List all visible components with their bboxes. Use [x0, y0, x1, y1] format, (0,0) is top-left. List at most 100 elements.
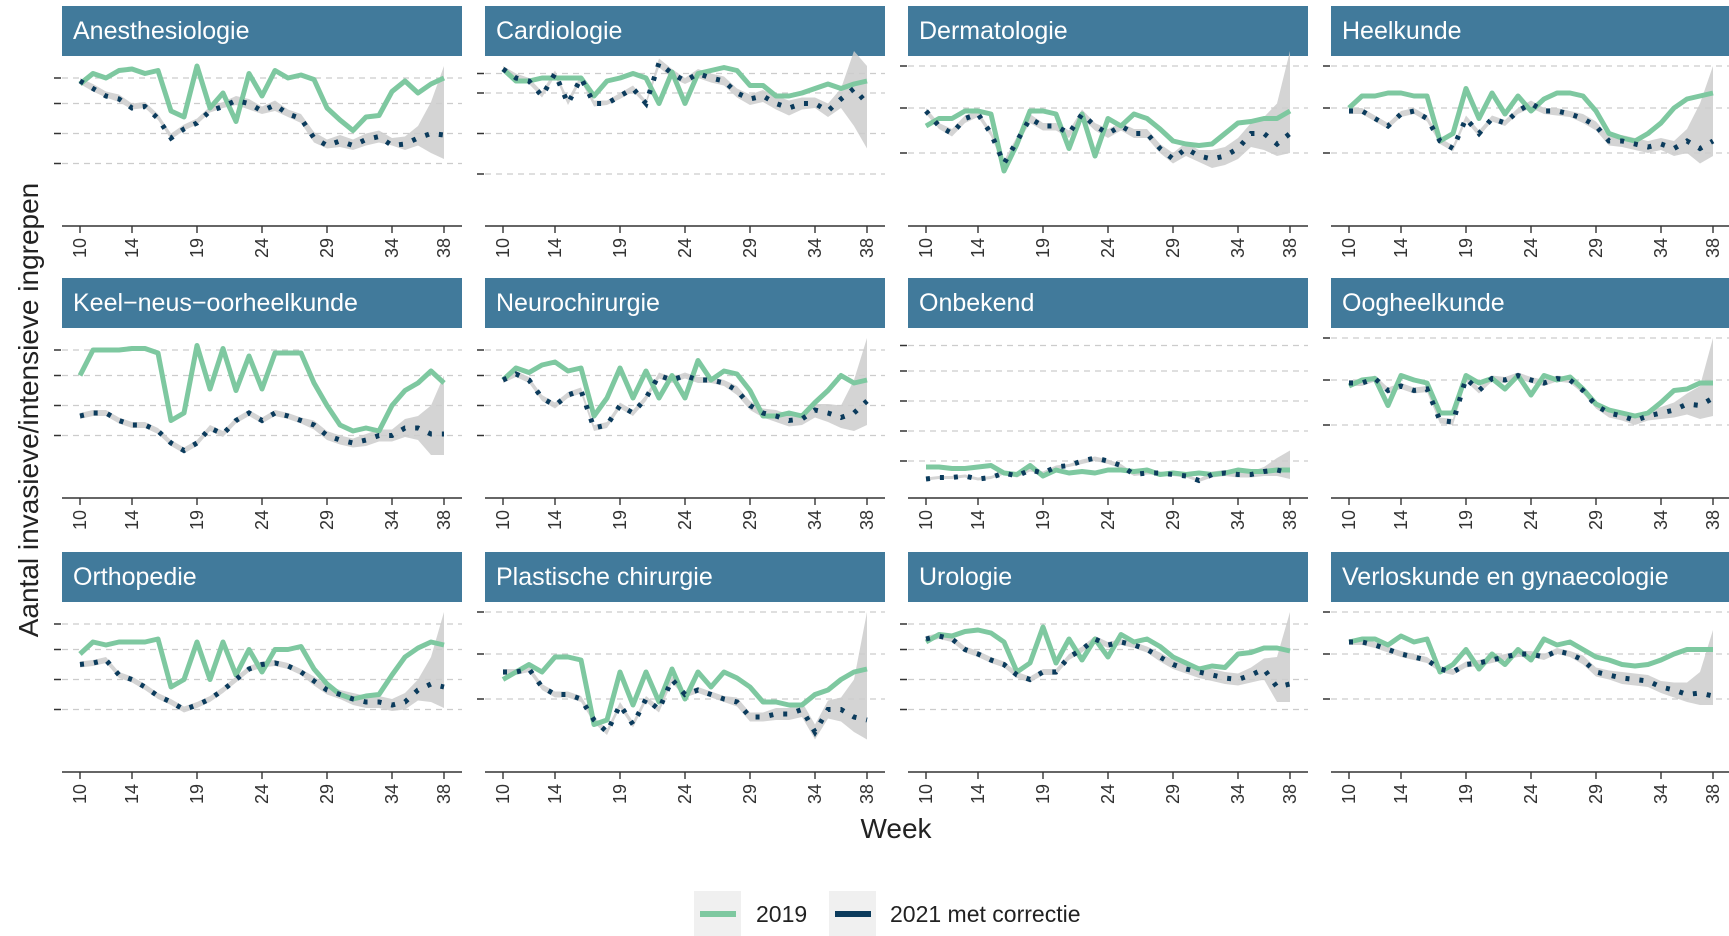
- x-tick-label-neurochirurgie-24: 24: [675, 510, 695, 530]
- x-tick-label-urologie-19: 19: [1033, 784, 1053, 804]
- strip-urologie: [908, 552, 1308, 602]
- x-tick-label-oogheelkunde-10: 10: [1339, 510, 1359, 530]
- series-2019-oogheelkunde: [1347, 373, 1713, 419]
- legend-label-2021: 2021 met correctie: [890, 901, 1080, 927]
- band-plastische-chirurgie: [503, 612, 867, 740]
- band-verloskunde-en-gynaecologie: [1349, 630, 1713, 705]
- strip-title-orthopedie: Orthopedie: [73, 563, 197, 591]
- series-2019-orthopedie: [78, 636, 445, 702]
- x-tick-label-urologie-29: 29: [1163, 784, 1183, 804]
- x-tick-label-heelkunde-10: 10: [1339, 238, 1359, 258]
- series-2019-keel-neus-oorheelkunde: [77, 343, 446, 434]
- x-tick-label-dermatologie-19: 19: [1033, 238, 1053, 258]
- series-2021-cardiologie: [501, 58, 869, 115]
- x-tick-label-verloskunde-en-gynaecologie-10: 10: [1339, 784, 1359, 804]
- facet-oogheelkunde: Oogheelkunde 10 14 19 24 29 34 38: [1323, 278, 1729, 530]
- x-tick-label-cardiologie-24: 24: [675, 238, 695, 258]
- x-tick-label-heelkunde-19: 19: [1456, 238, 1476, 258]
- facet-urologie: Urologie 10 14 19 24 29 34 38: [900, 552, 1308, 804]
- x-tick-label-verloskunde-en-gynaecologie-38: 38: [1703, 784, 1723, 804]
- x-tick-label-dermatologie-14: 14: [968, 238, 988, 258]
- x-tick-label-verloskunde-en-gynaecologie-19: 19: [1456, 784, 1476, 804]
- series-2019-dermatologie: [924, 108, 1292, 174]
- x-tick-label-heelkunde-34: 34: [1651, 238, 1671, 258]
- series-2021-orthopedie: [79, 657, 445, 713]
- strip-title-keel-neus-oorheelkunde: Keel−neus−oorheelkunde: [73, 289, 358, 317]
- strip-title-oogheelkunde: Oogheelkunde: [1342, 289, 1505, 317]
- x-tick-label-verloskunde-en-gynaecologie-29: 29: [1586, 784, 1606, 804]
- x-tick-label-cardiologie-38: 38: [857, 238, 877, 258]
- x-tick-label-onbekend-24: 24: [1098, 510, 1118, 530]
- x-tick-label-anesthesiologie-29: 29: [317, 238, 337, 258]
- x-tick-label-onbekend-29: 29: [1163, 510, 1183, 530]
- series-2019-onbekend: [926, 463, 1290, 479]
- x-tick-label-oogheelkunde-14: 14: [1391, 510, 1411, 530]
- facet-neurochirurgie: Neurochirurgie 10 14 19 24 29 34 38: [477, 278, 885, 530]
- facet-orthopedie: Orthopedie 10 14 19 24 29 34 38: [54, 552, 462, 804]
- x-tick-label-orthopedie-24: 24: [252, 784, 272, 804]
- x-tick-label-heelkunde-24: 24: [1521, 238, 1541, 258]
- x-tick-label-oogheelkunde-38: 38: [1703, 510, 1723, 530]
- legend: 2019 2021 met correctie: [694, 891, 1080, 936]
- strip-title-cardiologie: Cardiologie: [496, 17, 622, 45]
- x-tick-label-orthopedie-10: 10: [70, 784, 90, 804]
- x-tick-label-dermatologie-38: 38: [1280, 238, 1300, 258]
- x-tick-label-neurochirurgie-29: 29: [740, 510, 760, 530]
- x-tick-label-anesthesiologie-19: 19: [187, 238, 207, 258]
- x-tick-label-urologie-24: 24: [1098, 784, 1118, 804]
- x-tick-label-cardiologie-34: 34: [805, 238, 825, 258]
- x-tick-label-oogheelkunde-24: 24: [1521, 510, 1541, 530]
- x-tick-label-dermatologie-24: 24: [1098, 238, 1118, 258]
- x-tick-label-orthopedie-19: 19: [187, 784, 207, 804]
- x-tick-label-cardiologie-29: 29: [740, 238, 760, 258]
- x-tick-label-plastische-chirurgie-34: 34: [805, 784, 825, 804]
- x-tick-label-keel-neus-oorheelkunde-19: 19: [187, 510, 207, 530]
- x-tick-label-plastische-chirurgie-14: 14: [545, 784, 565, 804]
- x-tick-label-anesthesiologie-34: 34: [382, 238, 402, 258]
- strip-title-anesthesiologie: Anesthesiologie: [73, 17, 250, 45]
- x-axis-title: Week: [860, 813, 932, 844]
- x-tick-label-plastische-chirurgie-10: 10: [493, 784, 513, 804]
- x-tick-label-onbekend-34: 34: [1228, 510, 1248, 530]
- series-2019-anesthesiologie: [78, 63, 446, 133]
- strip-orthopedie: [62, 552, 462, 602]
- x-tick-label-neurochirurgie-38: 38: [857, 510, 877, 530]
- x-tick-label-keel-neus-oorheelkunde-38: 38: [434, 510, 454, 530]
- series-2021-keel-neus-oorheelkunde: [79, 410, 444, 454]
- x-tick-label-urologie-10: 10: [916, 784, 936, 804]
- facet-onbekend: Onbekend 10 14 19 24 29 34 38: [900, 278, 1308, 530]
- facet-heelkunde: Heelkunde 10 14 19 24 29 34 38: [1323, 6, 1729, 258]
- series-2019-urologie: [924, 624, 1291, 675]
- facet-dermatologie: Dermatologie 10 14 19 24 29 34 38: [900, 6, 1308, 258]
- series-2021-plastische-chirurgie: [503, 666, 868, 737]
- strip-dermatologie: [908, 6, 1308, 56]
- x-tick-label-heelkunde-38: 38: [1703, 238, 1723, 258]
- strip-keel-neus-oorheelkunde: [62, 278, 462, 328]
- strip-title-verloskunde-en-gynaecologie: Verloskunde en gynaecologie: [1342, 563, 1669, 591]
- x-tick-label-orthopedie-14: 14: [122, 784, 142, 804]
- strip-plastische-chirurgie: [485, 552, 885, 602]
- strip-title-urologie: Urologie: [919, 563, 1012, 591]
- x-tick-label-oogheelkunde-29: 29: [1586, 510, 1606, 530]
- facet-panels: Anesthesiologie 10 14 19 24 29 34 38 Cardiologie…: [54, 6, 1729, 804]
- facet-plastische-chirurgie: Plastische chirurgie 10 14 19 24 29 34 38: [477, 552, 885, 804]
- series-2021-oogheelkunde: [1349, 372, 1715, 425]
- x-tick-label-anesthesiologie-38: 38: [434, 238, 454, 258]
- x-tick-label-heelkunde-29: 29: [1586, 238, 1606, 258]
- series-2021-neurochirurgie: [501, 371, 869, 431]
- series-2021-urologie: [925, 633, 1291, 690]
- x-tick-label-verloskunde-en-gynaecologie-24: 24: [1521, 784, 1541, 804]
- x-tick-label-dermatologie-34: 34: [1228, 238, 1248, 258]
- facet-verloskunde-en-gynaecologie: Verloskunde en gynaecologie 10 14 19 24 29 34 3…: [1323, 552, 1729, 804]
- band-neurochirurgie: [503, 338, 867, 431]
- series-2019-plastische-chirurgie: [501, 654, 868, 727]
- strip-title-onbekend: Onbekend: [919, 289, 1034, 317]
- x-tick-label-verloskunde-en-gynaecologie-14: 14: [1391, 784, 1411, 804]
- strip-neurochirurgie: [485, 278, 885, 328]
- x-tick-label-plastische-chirurgie-19: 19: [610, 784, 630, 804]
- strip-title-neurochirurgie: Neurochirurgie: [496, 289, 660, 317]
- strip-title-plastische-chirurgie: Plastische chirurgie: [496, 563, 713, 591]
- series-2019-verloskunde-en-gynaecologie: [1348, 633, 1713, 675]
- series-2019-heelkunde: [1347, 86, 1714, 144]
